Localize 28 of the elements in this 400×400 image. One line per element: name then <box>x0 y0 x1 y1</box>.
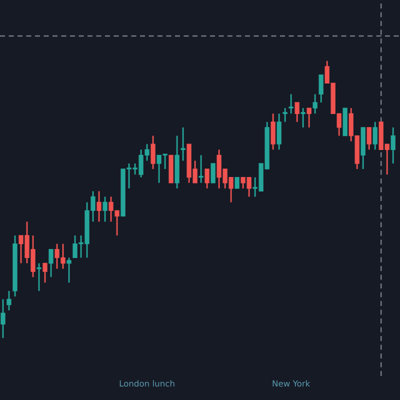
candlestick <box>288 94 294 114</box>
candlestick <box>198 154 204 184</box>
candlestick <box>306 107 312 128</box>
candlestick <box>102 196 108 222</box>
candlestick <box>276 112 282 150</box>
candlestick <box>96 190 102 222</box>
candlestick <box>390 126 396 164</box>
candlestick <box>366 126 372 150</box>
x-tick-label: New York <box>272 380 310 387</box>
x-tick-label: London lunch <box>120 380 174 387</box>
candlestick <box>270 112 276 150</box>
candlestick <box>150 135 156 170</box>
candlestick <box>312 94 318 114</box>
candlestick <box>282 107 288 123</box>
candlestick <box>318 74 324 104</box>
candlestick <box>234 176 240 189</box>
candlestick <box>210 163 216 184</box>
candlestick <box>36 262 42 292</box>
candlestick <box>180 126 186 162</box>
candlestick <box>300 107 306 128</box>
candlestick <box>42 262 48 284</box>
candlestick <box>294 102 300 123</box>
candlestick <box>66 256 72 284</box>
candlestick <box>204 168 210 190</box>
candlestick <box>372 121 378 150</box>
candlestick <box>48 248 54 278</box>
candlestick <box>6 290 12 312</box>
candlestick <box>0 298 6 339</box>
